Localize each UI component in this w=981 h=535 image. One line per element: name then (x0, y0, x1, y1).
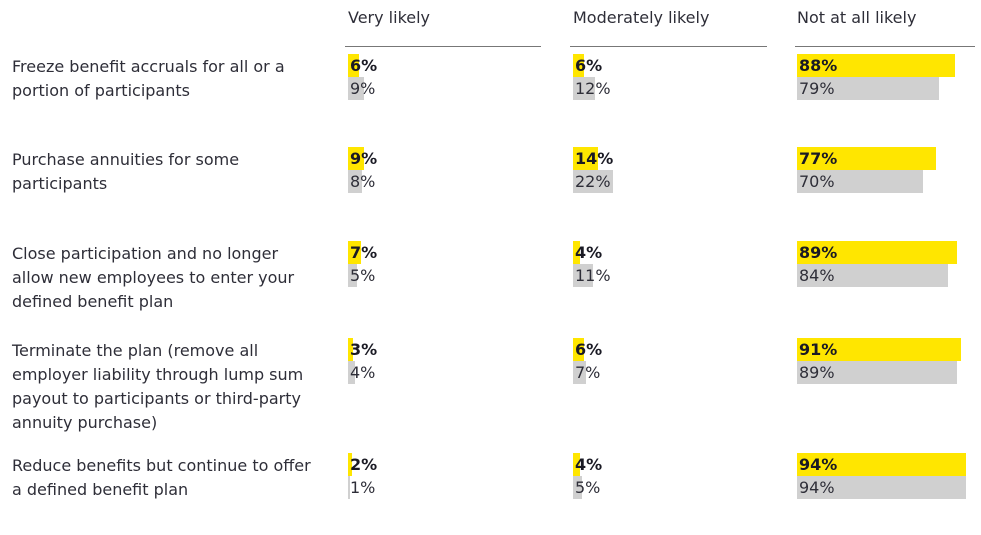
bar (797, 241, 958, 264)
bar (348, 147, 365, 170)
separator (795, 46, 975, 47)
value-label: 77% (799, 149, 838, 168)
value-label: 8% (350, 172, 376, 191)
bar (573, 77, 595, 100)
column-header: Moderately likely (573, 8, 710, 27)
value-label: 1% (350, 478, 376, 497)
value-label: 94% (799, 478, 835, 497)
value-label: 79% (799, 79, 835, 98)
value-label: 22% (575, 172, 611, 191)
bar (573, 264, 593, 287)
value-label: 89% (799, 243, 838, 262)
bar (573, 241, 581, 264)
value-label: 5% (350, 266, 376, 285)
bar (797, 453, 967, 476)
bar (797, 147, 936, 170)
bar (797, 264, 949, 287)
row-label: Close participation and no longer allow … (12, 244, 295, 311)
row-label: Purchase annuities for some participants (12, 150, 240, 193)
bar (348, 361, 356, 384)
bar (797, 54, 956, 77)
row-label: Freeze benefit accruals for all or a por… (12, 57, 285, 100)
value-label: 94% (799, 455, 838, 474)
value-label: 5% (575, 478, 601, 497)
separator (345, 46, 541, 47)
value-label: 12% (575, 79, 611, 98)
column-header: Not at all likely (797, 8, 917, 27)
bar (348, 170, 363, 193)
bar (573, 147, 599, 170)
value-label: 9% (350, 79, 376, 98)
value-label: 3% (350, 340, 378, 359)
value-label: 14% (575, 149, 614, 168)
bar (797, 361, 958, 384)
bar (797, 170, 923, 193)
bar (573, 361, 586, 384)
value-label: 91% (799, 340, 838, 359)
value-label: 89% (799, 363, 835, 382)
bar (797, 476, 967, 499)
bar (348, 338, 354, 361)
row-label: Terminate the plan (remove all employer … (12, 341, 304, 432)
value-label: 6% (575, 56, 603, 75)
bar (573, 453, 581, 476)
value-label: 88% (799, 56, 838, 75)
bar (348, 241, 361, 264)
value-label: 84% (799, 266, 835, 285)
value-label: 4% (575, 455, 603, 474)
bar (573, 338, 584, 361)
bar (797, 338, 961, 361)
bar (348, 264, 357, 287)
value-label: 7% (575, 363, 601, 382)
value-label: 11% (575, 266, 611, 285)
bar (573, 54, 584, 77)
column-header: Very likely (348, 8, 431, 27)
value-label: 6% (575, 340, 603, 359)
value-label: 7% (350, 243, 378, 262)
bar (573, 476, 582, 499)
separator (570, 46, 767, 47)
bar (348, 453, 352, 476)
bar (348, 77, 365, 100)
value-label: 70% (799, 172, 835, 191)
row-label: Reduce benefits but continue to offer a … (12, 456, 311, 499)
value-label: 4% (575, 243, 603, 262)
bar (797, 77, 940, 100)
bar (348, 54, 359, 77)
value-label: 9% (350, 149, 378, 168)
bar (573, 170, 613, 193)
value-label: 2% (350, 455, 378, 474)
bar (348, 476, 350, 499)
value-label: 4% (350, 363, 376, 382)
value-label: 6% (350, 56, 378, 75)
